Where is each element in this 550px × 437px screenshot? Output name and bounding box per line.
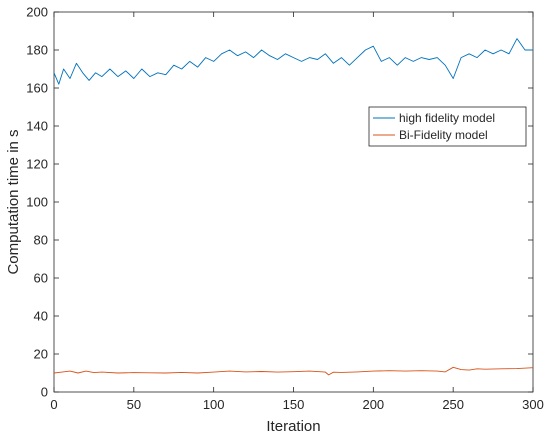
x-tick-label: 200: [362, 397, 384, 412]
y-tick-label: 40: [34, 309, 48, 324]
x-tick-label: 150: [283, 397, 305, 412]
y-axis-label: Computation time in s: [5, 129, 22, 274]
y-tick-label: 60: [34, 271, 48, 286]
series-line-0: [53, 38, 533, 85]
y-tick-label: 80: [34, 233, 48, 248]
x-tick-label: 100: [203, 397, 225, 412]
x-tick-label: 50: [127, 397, 141, 412]
y-axis: 0 20 40 60 80 100 120 140 160 180 200: [26, 5, 533, 400]
y-tick-label: 0: [41, 385, 48, 400]
x-axis-label: Iteration: [266, 418, 320, 435]
y-tick-label: 100: [26, 195, 48, 210]
x-axis: 0 50 100 150 200 250 300: [50, 12, 544, 412]
y-tick-label: 180: [26, 43, 48, 58]
y-tick-label: 140: [26, 119, 48, 134]
legend-box: [368, 106, 527, 147]
y-tick-label: 120: [26, 157, 48, 172]
y-tick-label: 20: [34, 347, 48, 362]
y-tick-label: 160: [26, 81, 48, 96]
legend-entry: high fidelity model: [399, 111, 495, 125]
x-tick-label: 0: [50, 397, 57, 412]
series-line-1: [53, 366, 534, 376]
x-tick-label: 300: [522, 397, 544, 412]
x-tick-label: 250: [442, 397, 464, 412]
legend-entry: Bi-Fidelity model: [399, 128, 488, 142]
plot-area: [53, 11, 534, 393]
series-layer: [53, 38, 534, 376]
legend: high fidelity model Bi-Fidelity model: [368, 106, 527, 147]
y-tick-label: 200: [26, 5, 48, 20]
plot-frame: [53, 11, 534, 393]
